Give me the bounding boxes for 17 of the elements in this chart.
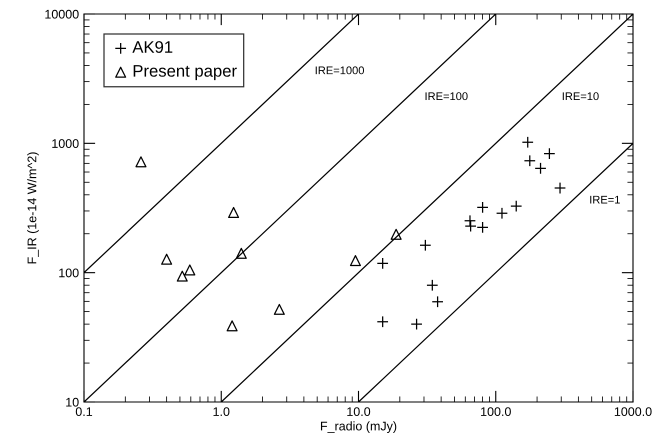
y-tick-label: 1000 bbox=[52, 139, 79, 148]
y-axis-title: F_IR (1e-14 W/m^2) bbox=[27, 152, 39, 264]
legend-label: AK91 bbox=[132, 41, 172, 53]
series-label: IRE=1000 bbox=[316, 66, 364, 74]
x-tick-label: 0.1 bbox=[76, 407, 92, 416]
series-label: IRE=10 bbox=[562, 92, 599, 100]
y-tick-label: 100 bbox=[59, 268, 79, 278]
y-tick-label: 10000 bbox=[45, 10, 79, 19]
legend-label: Present paper bbox=[134, 65, 237, 80]
series-label: IRE=100 bbox=[426, 92, 468, 100]
x-axis-title: F_radio (mJy) bbox=[320, 421, 396, 433]
series-label: IRE=1 bbox=[590, 196, 620, 204]
y-tick-label: 10 bbox=[66, 398, 79, 407]
x-tick-label: 100.0 bbox=[481, 407, 511, 416]
x-tick-label: 1000.0 bbox=[614, 407, 652, 416]
x-tick-label: 10.0 bbox=[347, 407, 370, 416]
x-tick-label: 1.0 bbox=[214, 407, 230, 416]
